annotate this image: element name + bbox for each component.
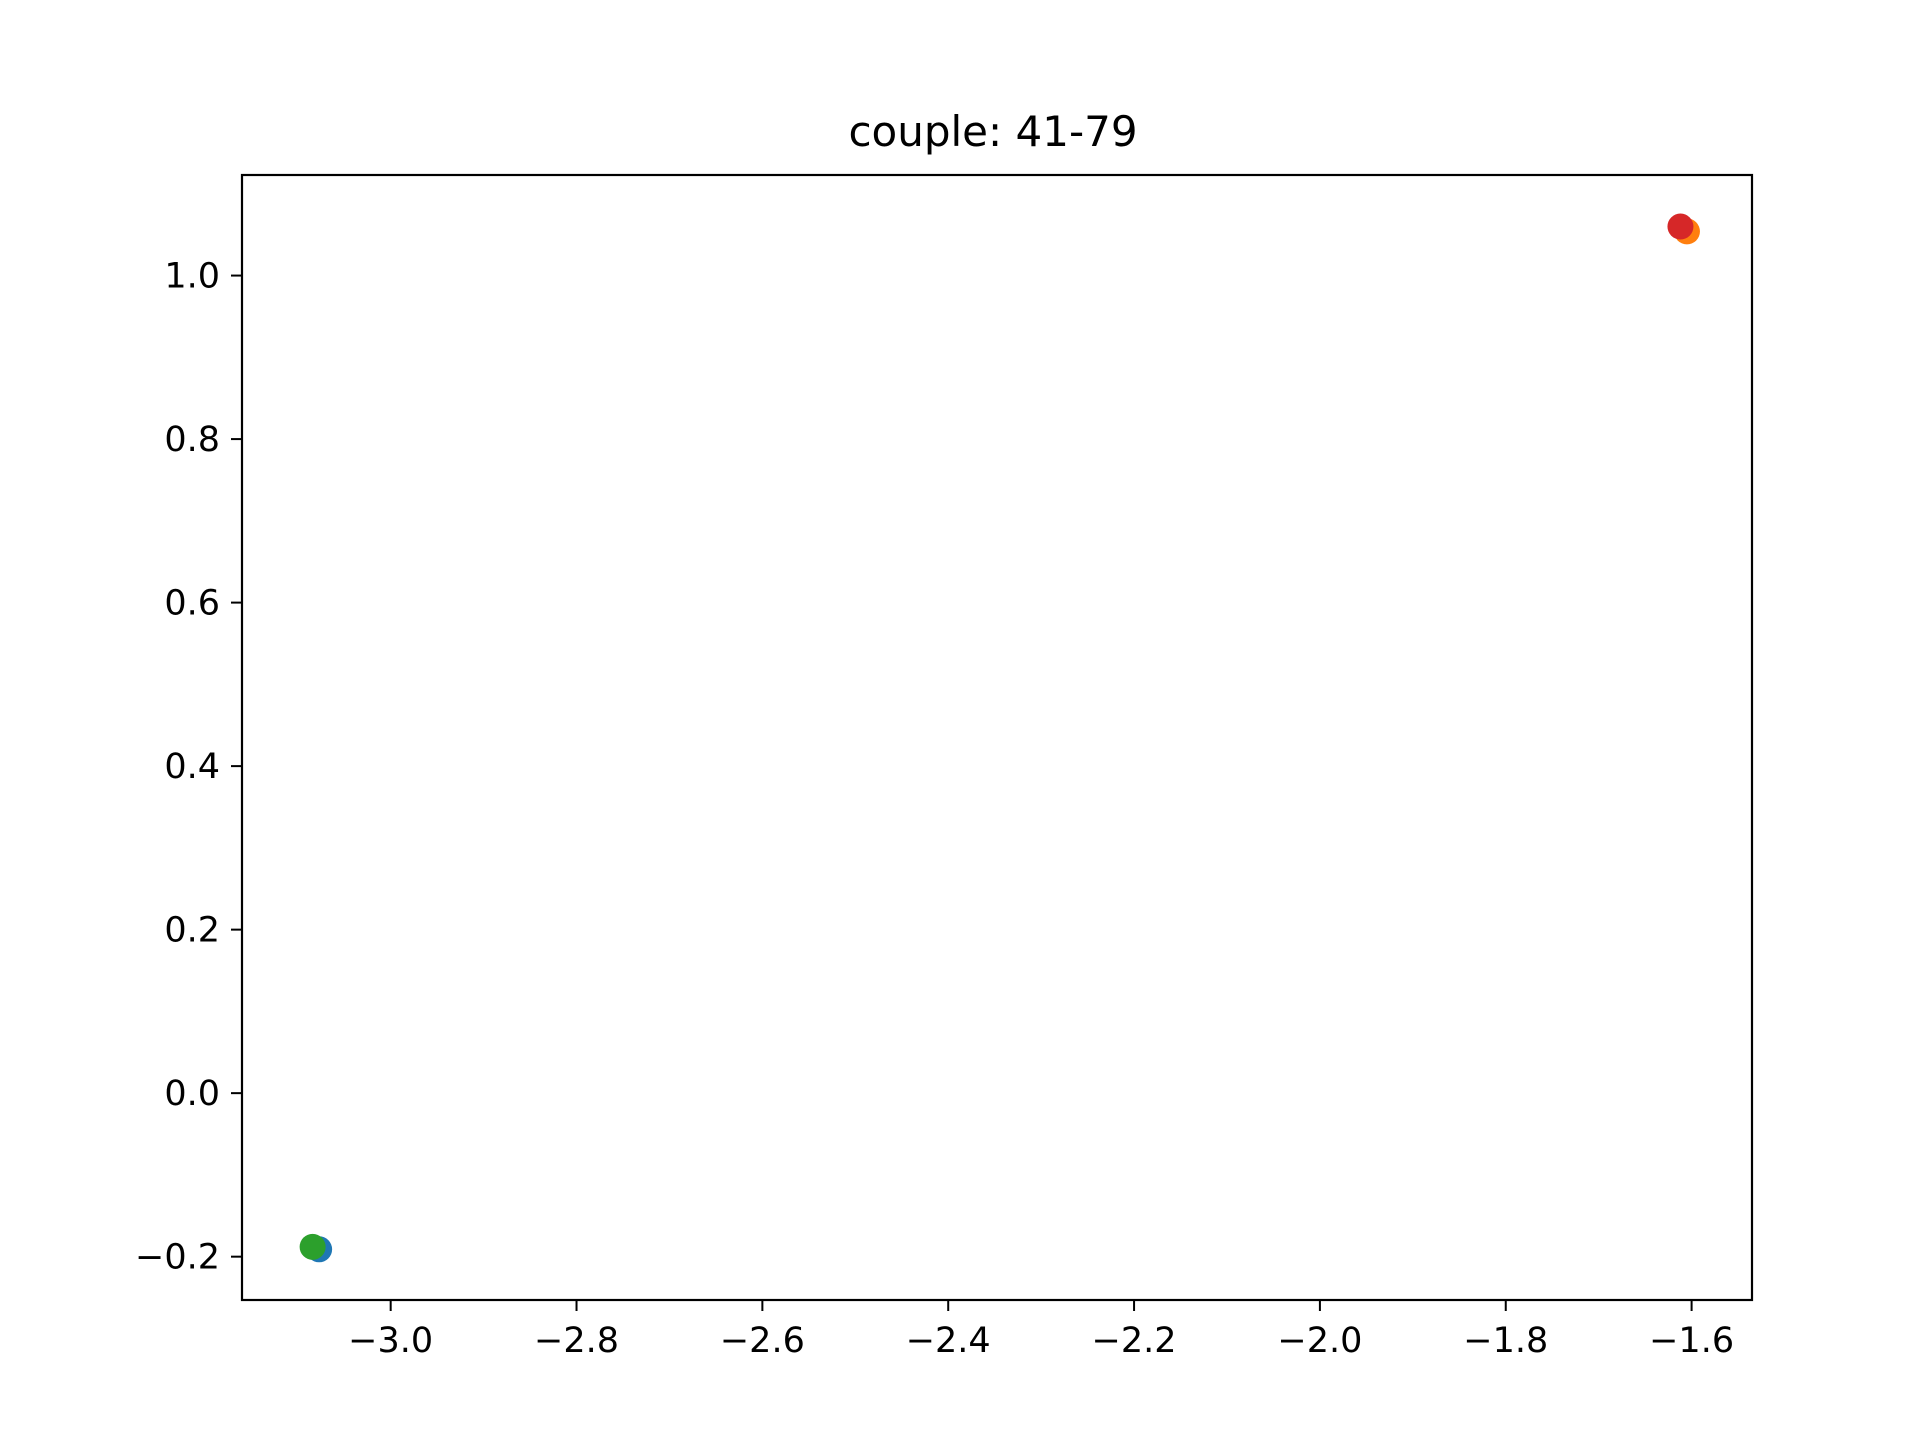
y-axis: −0.2 0.0 0.2 0.4 0.6 0.8 1.0 [135, 257, 242, 1278]
x-tick-label: −2.4 [906, 1321, 991, 1361]
y-tick-label: 0.6 [164, 584, 220, 624]
y-tick-label: 0.4 [164, 747, 220, 787]
y-tick-label: 0.8 [164, 420, 220, 460]
x-tick-label: −2.0 [1277, 1321, 1362, 1361]
marks-layer [299, 213, 1700, 1263]
x-tick-label: −2.8 [534, 1321, 619, 1361]
y-tick-label: 0.0 [164, 1074, 220, 1114]
series-group [299, 1233, 326, 1260]
y-tick-label: −0.2 [135, 1238, 220, 1278]
scatter-point [1667, 213, 1694, 240]
y-tick-label: 1.0 [164, 257, 220, 297]
scatter-point [299, 1233, 326, 1260]
series-group [1667, 213, 1694, 240]
x-axis: −3.0 −2.8 −2.6 −2.4 −2.2 −2.0 −1.8 −1.6 [348, 1300, 1734, 1361]
x-tick-label: −2.6 [720, 1321, 805, 1361]
x-tick-label: −2.2 [1092, 1321, 1177, 1361]
x-tick-label: −1.8 [1463, 1321, 1548, 1361]
x-tick-label: −3.0 [348, 1321, 433, 1361]
plot-frame [240, 173, 1754, 1302]
x-tick-label: −1.6 [1649, 1321, 1734, 1361]
chart-title: couple: 41-79 [848, 107, 1137, 156]
y-tick-label: 0.2 [164, 911, 220, 951]
